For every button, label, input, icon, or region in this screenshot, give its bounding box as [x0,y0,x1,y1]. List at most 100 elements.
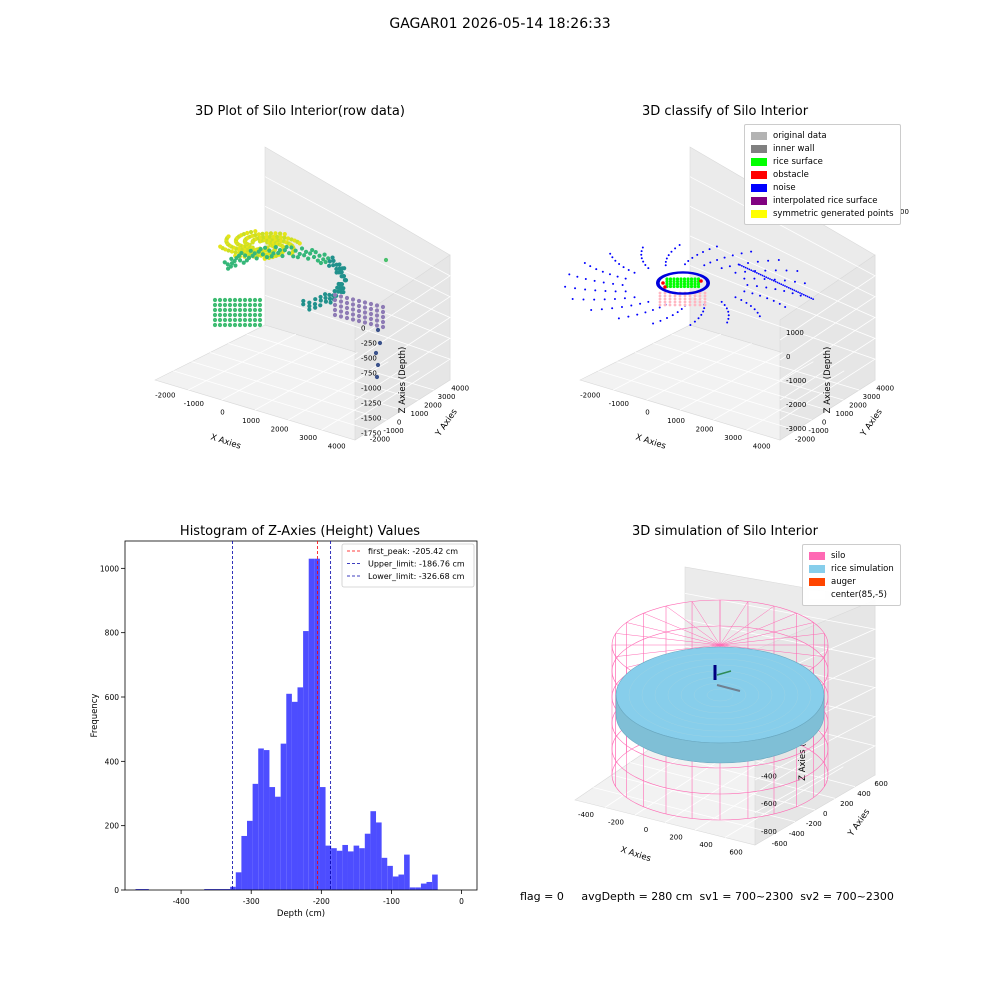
silo-roof-spoke [719,612,797,646]
histogram-bar [135,889,149,890]
classify-data-point [668,294,672,298]
classify-rice-surface-point [696,277,701,281]
classify-data-point [728,265,731,268]
classify-rice-surface-point [679,284,683,289]
raw-data-point [293,248,298,253]
raw-data-point [242,312,248,318]
classify-data-point [810,297,813,300]
raw-panel-title: 3D Plot of Silo Interior(row data) [195,104,405,119]
legend-swatch [751,157,767,166]
raw-data-point [273,253,279,259]
classify-data-point [785,269,788,272]
raw-data-point [303,249,309,254]
classify-data-point [688,297,692,301]
classify-data-point [658,297,662,301]
raw-data-point [344,295,350,301]
raw-data-point [222,302,228,308]
histogram-chart: -400 -300 -200 -100 0 0 200 400 600 800 1000 Depth … [90,540,478,919]
classify-data-point [727,314,730,317]
histogram-legend-box [341,543,475,588]
histogram-bar [258,748,264,890]
legend-swatch [809,577,825,586]
classify-data-point [716,258,719,261]
classify-y-tick-label: 1000 [836,410,854,418]
classify-data-point [743,277,746,280]
raw-data-point [334,266,339,272]
classify-z-tick-label: -3000 [786,425,806,433]
raw-gridline [264,176,451,341]
classify-rice-surface-point [679,277,683,281]
classify-data-point [703,291,707,295]
classify-data-point [608,273,611,276]
legend-swatch [751,183,767,192]
classify-legend-entry: symmetric generated points [751,207,894,220]
raw-data-point [254,256,259,261]
classify-data-point [630,304,633,307]
raw-z-tick-label: -1500 [361,415,381,423]
silo-roof-spoke [643,612,721,646]
legend-swatch [809,590,825,599]
classify-data-point [693,297,697,301]
histogram-y-tick-label: 1000 [100,564,119,573]
sim-y-tick-label: 0 [823,810,827,818]
classify-data-point [764,269,767,272]
raw-data-point [356,308,362,314]
classify-data-point [641,246,644,249]
classify-data-point [698,297,702,301]
auger-arm [716,670,732,676]
raw-data-point [307,300,312,305]
raw-data-point [247,302,253,308]
classify-data-point [750,269,753,272]
classify-data-point [799,294,802,297]
classify-data-point [678,303,682,307]
histogram-bar [275,796,281,890]
raw-data-point [217,297,223,303]
histogram-bar [241,835,248,890]
raw-data-point [322,252,327,257]
classify-data-point [621,284,624,286]
rice-simulation-side [615,694,825,764]
raw-data-point [212,317,218,323]
raw-data-point [232,297,238,303]
classify-data-point [747,262,750,265]
raw-data-point [338,309,344,314]
classify-data-point [658,291,662,295]
raw-data-point [313,305,318,310]
classify-data-point [756,260,759,263]
classify-data-point [757,272,760,275]
histogram-y-tick-label: 200 [105,822,120,831]
classify-data-point [582,298,585,301]
classify-data-point [700,313,703,316]
classify-data-point [589,265,592,268]
raw-data-point [313,297,318,302]
raw-data-point [247,297,253,303]
classify-data-point [776,281,779,284]
classify-data-point [620,305,623,308]
classify-data-point [709,261,712,264]
raw-data-point [311,254,317,260]
raw-data-point [232,307,238,313]
silo-roof-spoke [719,644,825,657]
silo-roof-spoke [691,601,721,646]
classify-data-point [595,268,598,271]
raw-data-point [368,306,374,312]
raw-data-point [227,302,233,308]
classify-data-point [658,306,661,309]
raw-data-point [212,302,218,308]
classify-data-point [800,292,803,295]
raw-data-point [237,322,243,328]
raw-data-point [350,312,356,317]
classify-data-point [767,277,770,280]
classify-rice-surface-point [693,279,697,284]
raw-data-point [338,294,344,299]
simulation-legend: silo rice simulation auger center(85,-5) [802,544,901,606]
raw-data-point [239,250,244,256]
raw-data-point [267,248,272,253]
classify-rice-surface-point [672,279,676,284]
classify-data-point [691,256,694,259]
raw-data-point [269,254,274,259]
classify-data-point [693,303,697,307]
classify-data-point [753,277,756,280]
raw-data-point [275,234,280,239]
legend-label: interpolated rice surface [773,195,878,206]
